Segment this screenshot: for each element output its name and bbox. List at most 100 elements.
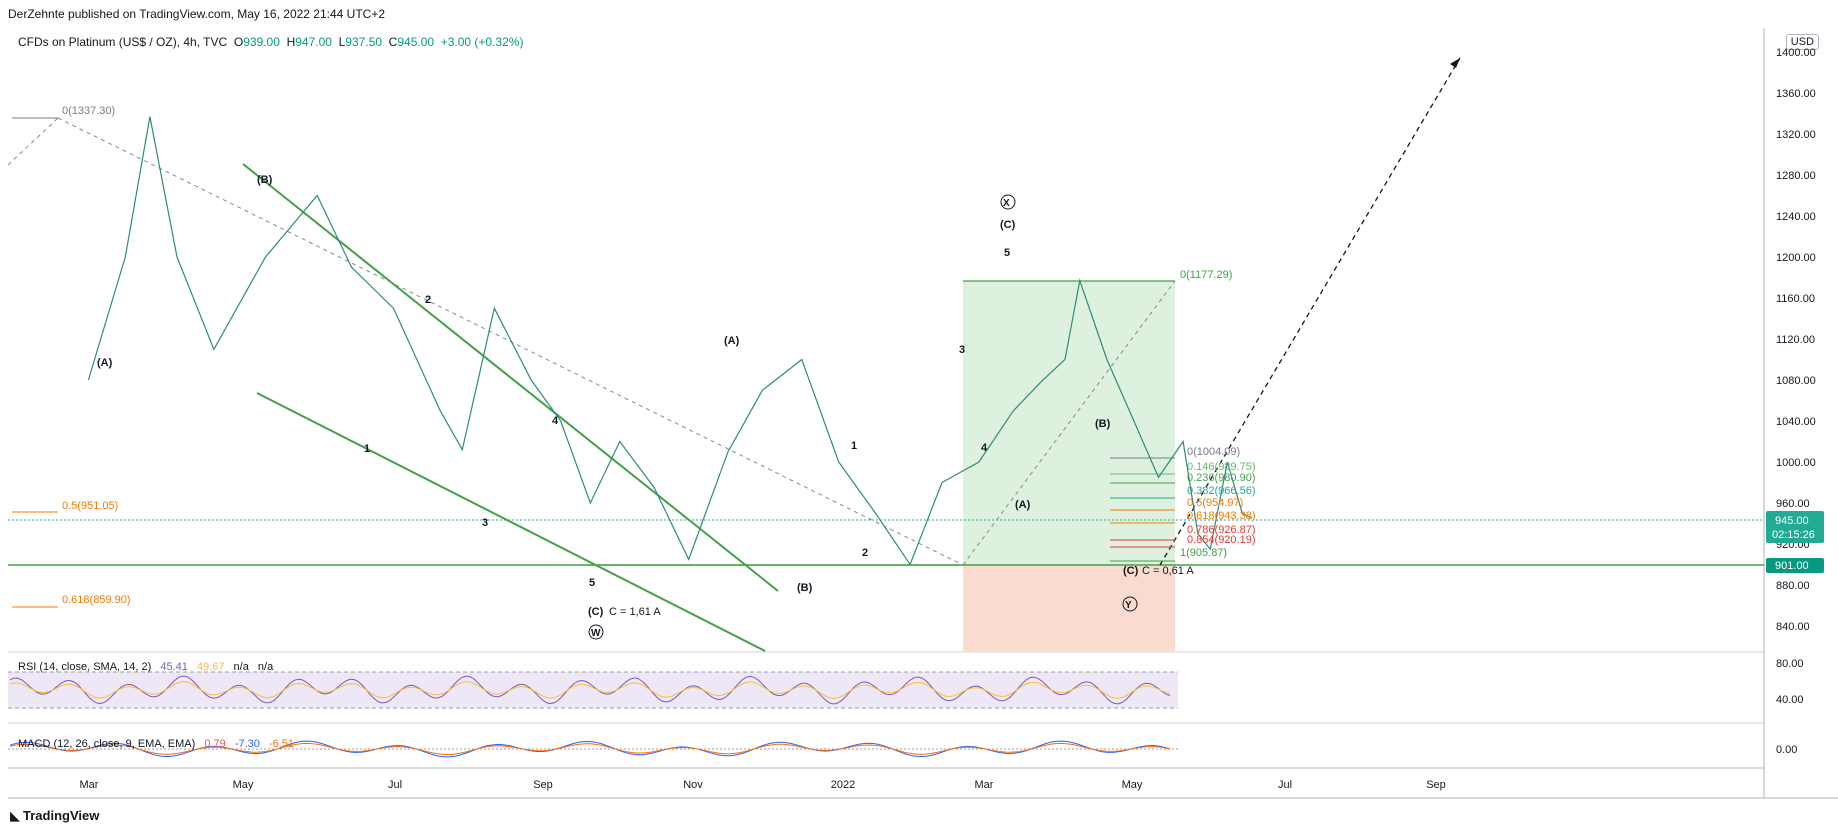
wave-circle-X [1000,194,1016,210]
rsi-tick-40: 40.00 [1776,694,1804,706]
price-tick-label: 1120.00 [1776,334,1815,346]
price-tick-label: 1280.00 [1776,170,1816,182]
macd-value: -7.30 [235,738,260,750]
price-series-line [87,116,1253,566]
price-tick-label: 1200.00 [1776,252,1816,264]
symbol-title: CFDs on Platinum (US$ / OZ), 4h, TVC [18,35,228,49]
fib-label-980: 0.236(980.90) [1187,472,1256,484]
price-tick-label: 880.00 [1776,580,1810,592]
low-value: 937.50 [345,35,382,49]
wave-label-4a: 4 [552,415,559,427]
price-tick-label: 1000.00 [1776,457,1816,469]
close-value: 945.00 [397,35,435,49]
position-loss-zone[interactable] [963,565,1175,651]
fib-label-1337: 0(1337.30) [62,105,115,117]
price-tick-label: 1160.00 [1776,293,1815,305]
fib-label-951: 0.5(951.05) [62,500,118,512]
time-tick-label: Mar [975,779,994,791]
time-tick-label: Sep [533,779,553,791]
time-tick-label: Jul [1278,779,1292,791]
wave-label-C1: (C) [588,606,604,618]
wave-note-c161: C = 1,61 A [609,606,661,618]
current-price-value: 945.00 [1775,515,1809,527]
price-tick-label: 840.00 [1776,621,1810,633]
fib-label-1177: 0(1177.29) [1180,269,1232,281]
rsi-ma-value: 49.67 [197,661,225,673]
time-tick-label: May [233,779,254,791]
fib-label-954: 0.5(954.97) [1187,497,1243,509]
fib-retracement-grid[interactable] [1110,457,1175,562]
wave-label-Y: Y [1125,600,1132,611]
macd-tick-0: 0.00 [1776,744,1797,756]
wave-label-3b: 3 [959,344,965,356]
time-tick-label: Jul [388,779,402,791]
elliott-wave-labels: (A) (B) 2 1 3 4 5 (C) C = 1,61 A W (A) 1… [97,174,1194,640]
fib-label-859: 0.618(859.90) [62,594,131,606]
open-label: O [233,35,244,49]
wave-note-c061: C = 0,61 A [1142,565,1194,577]
rsi-legend-title: RSI (14, close, SMA, 14, 2) [18,661,151,673]
wave-label-A3: (A) [1015,499,1031,511]
wave-label-1b: 1 [851,440,857,452]
fib-label-926: 0.786(926.87) [1187,524,1256,536]
macd-hist-value: 0.79 [204,738,225,750]
wave-label-C2: (C) [1000,219,1016,231]
level-badge [1766,558,1824,573]
time-tick-label: Nov [683,779,703,791]
macd-signal-line [9,742,1171,756]
low-label: L [338,35,346,49]
close-label: C [388,35,398,49]
tradingview-logo[interactable]: ◣ TradingView [10,808,99,824]
fib-label-966: 0.382(966.56) [1187,485,1256,497]
wave-label-2a: 2 [425,294,431,306]
wave-circle-W [588,624,604,640]
rsi-ma-series-line [9,681,1171,699]
wave-label-X: X [1003,198,1010,209]
fib-trend-line-0 [7,117,59,166]
wave-label-B2: (B) [797,582,813,594]
price-tick-label: 1040.00 [1776,416,1816,428]
price-tick-label: 1320.00 [1776,129,1816,141]
fib-label-989: 0.146(989.75) [1187,461,1256,473]
tradingview-mark-icon: ◣ [10,808,20,823]
macd-legend: MACD (12, 26, close, 9, EMA, EMA) 0.79 -… [18,738,294,750]
fib-label-943: 0.618(943.38) [1187,510,1256,522]
fib-trend-line-2[interactable] [962,280,1176,566]
high-value: 947.00 [295,35,332,49]
price-tick-label: 960.00 [1776,498,1810,510]
wave-label-B3: (B) [1095,418,1111,430]
open-value: 939.00 [243,35,280,49]
wave-label-3a: 3 [482,517,488,529]
rsi-tick-80: 80.00 [1776,658,1804,670]
change-value: +3.00 (+0.32%) [440,35,524,49]
wave-label-5a: 5 [589,577,595,589]
projection-arrow-line[interactable] [1159,57,1461,566]
current-price-badge [1766,511,1824,543]
time-axis-ticks: Mar May Jul Sep Nov 2022 Mar May Jul Sep [80,779,1446,791]
bar-countdown: 02:15:26 [1772,529,1815,541]
channel-lower-line[interactable] [256,392,766,652]
wave-label-2b: 2 [862,547,868,559]
macd-legend-title: MACD (12, 26, close, 9, EMA, EMA) [18,738,195,750]
wave-label-W: W [591,628,601,639]
high-label: H [286,35,296,49]
wave-label-B1: (B) [257,174,273,186]
fib-label-920: 0.854(920.19) [1187,534,1256,546]
rsi-na-2: n/a [258,661,274,673]
rsi-legend: RSI (14, close, SMA, 14, 2) 45.41 49.67 … [18,661,274,673]
channel-upper-line[interactable] [242,163,779,592]
price-tick-label: 1080.00 [1776,375,1816,387]
fib-trend-line-1[interactable] [57,117,964,566]
wave-label-4b: 4 [981,442,988,454]
wave-label-A1: (A) [97,357,113,369]
symbol-legend[interactable]: CFDs on Platinum (US$ / OZ), 4h, TVC O93… [18,35,523,49]
rsi-series-line [9,675,1171,705]
projection-arrow-head [1450,58,1460,68]
time-tick-label: May [1122,779,1143,791]
currency-button[interactable]: USD [1785,34,1819,50]
wave-label-5b: 5 [1004,247,1010,259]
rsi-band-fill [8,672,1178,708]
wave-label-1a: 1 [364,443,370,455]
time-tick-label: Mar [80,779,99,791]
